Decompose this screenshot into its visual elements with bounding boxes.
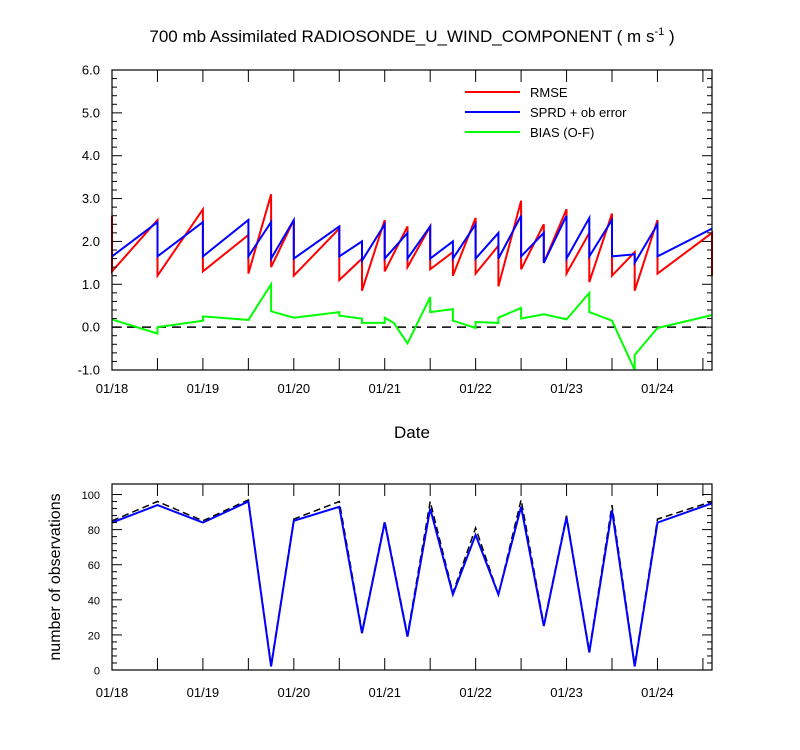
legend-sprd-label: SPRD + ob error xyxy=(530,105,627,120)
bottom-y-tick-label: 80 xyxy=(88,525,100,537)
top-x-tick-label: 01/19 xyxy=(187,381,220,396)
top-y-tick-label: -1.0 xyxy=(78,363,100,378)
bottom-y-tick-label: 20 xyxy=(88,630,100,642)
top-x-tick-label: 01/24 xyxy=(641,381,674,396)
bottom-y-tick-label: 0 xyxy=(94,666,100,678)
top-y-tick-label: 3.0 xyxy=(82,191,100,206)
top-y-tick-label: 5.0 xyxy=(82,105,100,120)
bottom-plot-frame xyxy=(111,483,713,671)
bottom-x-tick-label: 01/23 xyxy=(550,685,583,700)
legend-rmse-label: RMSE xyxy=(530,85,568,100)
bottom-ticks-group: 0 20 40 60 80 100 01/18 01/19 01/20 01/21 01/22 01/… xyxy=(82,484,712,700)
top-series-bias-o-f--line xyxy=(111,280,713,371)
top-ticks-group: -1.0 0.0 1.0 2.0 3.0 4.0 5.0 6.0 01/18 01/19 01/20… xyxy=(78,63,712,396)
bottom-x-tick-label: 01/19 xyxy=(187,685,220,700)
top-panel: -1.0 0.0 1.0 2.0 3.0 4.0 5.0 6.0 01/18 01/19 01/20… xyxy=(78,63,713,442)
legend-bias-label: BIAS (O-F) xyxy=(530,125,594,140)
bottom-x-tick-label: 01/24 xyxy=(641,685,674,700)
top-x-tick-label: 01/23 xyxy=(550,381,583,396)
top-series-group xyxy=(111,194,713,371)
top-y-tick-label: 4.0 xyxy=(82,148,100,163)
top-series-sprd-ob-error-line xyxy=(111,214,713,267)
bottom-x-tick-label: 01/21 xyxy=(368,685,401,700)
bottom-y-tick-label: 100 xyxy=(82,490,100,502)
bottom-series-assimilated-line xyxy=(111,500,713,667)
bottom-y-tick-label: 60 xyxy=(88,560,100,572)
top-x-tick-label: 01/20 xyxy=(278,381,311,396)
bottom-x-tick-label: 01/20 xyxy=(278,685,311,700)
bottom-series-group xyxy=(111,498,713,667)
top-plot-frame xyxy=(111,69,713,371)
chart-title: 700 mb Assimilated RADIOSONDE_U_WIND_COM… xyxy=(149,26,674,46)
top-x-tick-label: 01/18 xyxy=(96,381,129,396)
bottom-panel: 0 20 40 60 80 100 01/18 01/19 01/20 01/21 01/22 01/… xyxy=(47,483,713,700)
chart-title-superscript: -1 xyxy=(654,26,664,38)
top-y-tick-label: 0.0 xyxy=(82,320,100,335)
bottom-y-tick-label: 40 xyxy=(88,595,100,607)
bottom-y-axis-label: number of observations xyxy=(47,493,64,660)
chart-title-main: 700 mb Assimilated RADIOSONDE_U_WIND_COM… xyxy=(149,27,654,46)
top-y-tick-label: 6.0 xyxy=(82,63,100,78)
bottom-x-tick-label: 01/18 xyxy=(96,685,129,700)
top-y-tick-label: 2.0 xyxy=(82,234,100,249)
top-x-axis-label: Date xyxy=(394,423,430,442)
chart-title-end: ) xyxy=(664,27,674,46)
legend: RMSE SPRD + ob error BIAS (O-F) xyxy=(465,85,627,140)
top-x-tick-label: 01/21 xyxy=(368,381,401,396)
top-y-tick-label: 1.0 xyxy=(82,277,100,292)
bottom-x-tick-label: 01/22 xyxy=(459,685,492,700)
top-x-tick-label: 01/22 xyxy=(459,381,492,396)
